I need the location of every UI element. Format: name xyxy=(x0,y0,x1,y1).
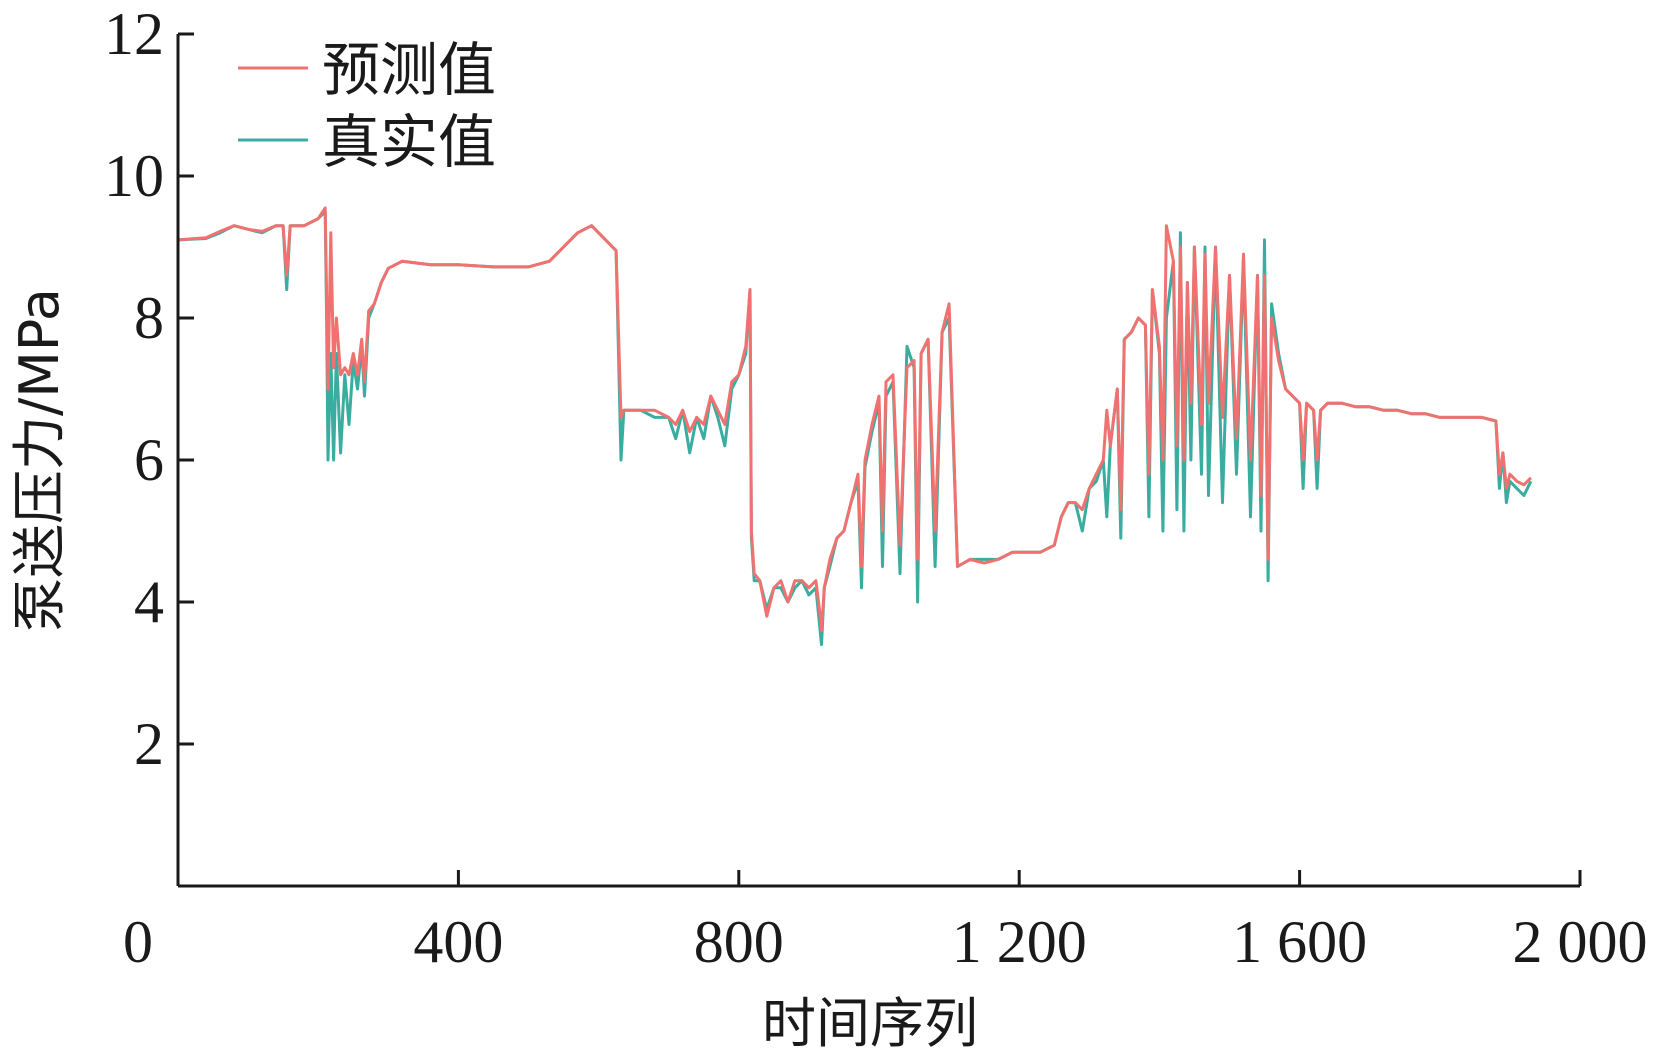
y-tick-layer: 2 4 6 8 10 12 xyxy=(104,1,194,777)
y-tick-label: 8 xyxy=(134,285,164,351)
x-tick-label: 2 000 xyxy=(1513,909,1648,975)
legend-label-predicted: 预测值 xyxy=(322,36,496,104)
series-line-predicted xyxy=(177,206,1532,632)
legend-label-actual: 真实值 xyxy=(322,108,496,176)
series-line-actual xyxy=(177,210,1533,647)
y-axis-label: 泵送压力/MPa xyxy=(8,288,71,632)
x-tick-label: 1 600 xyxy=(1232,909,1367,975)
x-tick-label: 400 xyxy=(413,909,503,975)
x-tick-label: 0 xyxy=(123,909,153,975)
x-tick-label: 800 xyxy=(694,909,784,975)
y-tick-label: 12 xyxy=(104,1,164,67)
y-tick-label: 4 xyxy=(134,569,164,635)
series-layer xyxy=(177,206,1533,647)
x-tick-layer: 0 400 800 1 200 1 600 2 000 xyxy=(123,870,1648,975)
y-tick-label: 2 xyxy=(134,711,164,777)
x-tick-label: 1 200 xyxy=(952,909,1087,975)
x-axis-label: 时间序列 xyxy=(762,992,978,1055)
y-tick-label: 10 xyxy=(104,143,164,209)
legend: 预测值 真实值 xyxy=(238,36,496,176)
y-tick-label: 6 xyxy=(134,427,164,493)
